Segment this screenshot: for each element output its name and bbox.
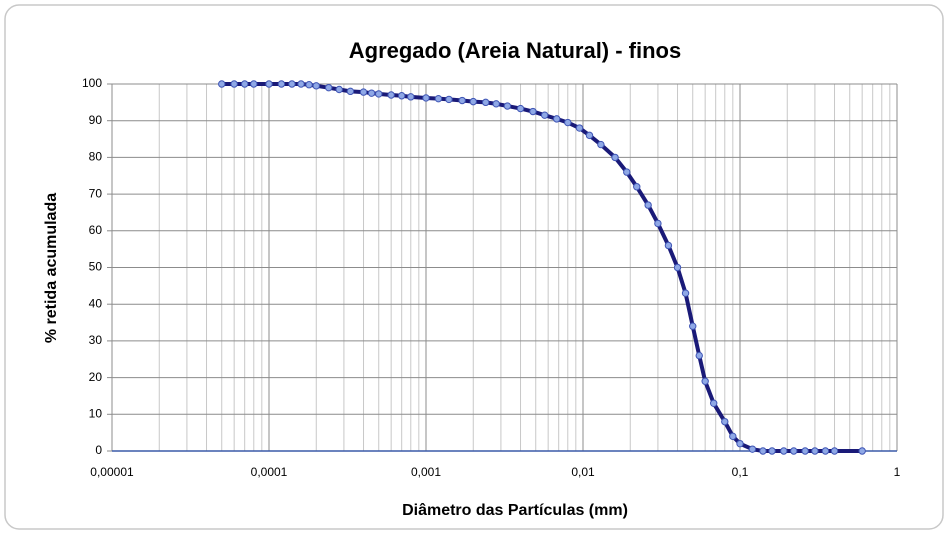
data-point: [481, 98, 490, 107]
data-point: [397, 92, 406, 100]
data-point: [445, 95, 453, 104]
data-point: [469, 97, 477, 106]
data-point: [387, 91, 395, 99]
data-point: [790, 447, 798, 455]
x-tick-label: 0,1: [732, 465, 749, 479]
x-tick-label: 0,0001: [251, 465, 288, 479]
data-point: [710, 399, 718, 407]
x-tick-label: 0,001: [411, 465, 441, 479]
data-point: [492, 100, 500, 108]
data-point: [434, 94, 443, 103]
data-point: [335, 85, 343, 94]
data-point: [367, 89, 376, 97]
x-tick-label: 0,01: [571, 465, 595, 479]
data-point: [689, 322, 697, 330]
data-point: [288, 80, 296, 88]
y-tick-label: 10: [89, 406, 103, 420]
data-point: [277, 80, 286, 88]
data-point: [654, 219, 662, 228]
data-point: [230, 80, 238, 88]
data-point: [265, 80, 273, 88]
data-point: [801, 447, 809, 455]
data-point: [623, 168, 631, 176]
data-point: [821, 447, 830, 455]
data-point: [305, 81, 313, 89]
y-tick-label: 0: [95, 443, 102, 457]
data-point: [721, 417, 729, 426]
data-point: [516, 104, 525, 113]
data-point: [324, 83, 333, 92]
data-point: [597, 140, 605, 149]
x-axis-label: Diâmetro das Partículas (mm): [402, 502, 628, 519]
data-point: [644, 201, 652, 209]
y-tick-label: 60: [89, 223, 103, 237]
y-tick-label: 50: [89, 260, 103, 274]
data-point: [375, 90, 383, 98]
y-tick-label: 70: [89, 186, 103, 200]
data-point: [664, 241, 673, 250]
y-tick-label: 100: [82, 76, 102, 90]
data-point: [681, 289, 690, 297]
x-tick-label: 1: [894, 465, 901, 479]
x-tick-label: 0,00001: [90, 465, 134, 479]
data-point: [673, 263, 682, 272]
y-axis-label: % retida acumulada: [43, 193, 60, 343]
data-point: [503, 102, 512, 110]
data-point: [701, 377, 709, 385]
plot: [218, 80, 866, 455]
data-point: [768, 447, 776, 455]
data-point: [218, 80, 226, 88]
data-point: [540, 111, 549, 119]
data-point: [240, 80, 249, 88]
data-point: [729, 432, 737, 441]
data-point: [553, 115, 561, 123]
data-point: [297, 80, 305, 88]
data-point: [575, 124, 584, 132]
data-point: [422, 94, 430, 102]
data-point: [359, 88, 368, 96]
y-tick-label: 20: [89, 370, 103, 384]
y-tick-label: 30: [89, 333, 103, 347]
data-point: [312, 82, 320, 90]
data-point: [633, 183, 641, 191]
data-point: [736, 439, 744, 448]
y-tick-label: 80: [89, 150, 103, 164]
data-point: [811, 447, 819, 455]
data-point: [858, 447, 866, 455]
data-point: [458, 96, 466, 105]
data-point: [250, 80, 258, 88]
chart-title: Agregado (Areia Natural) - finos: [349, 38, 681, 63]
data-point: [759, 447, 767, 455]
data-point: [407, 93, 415, 101]
data-point: [529, 107, 537, 116]
data-point: [830, 447, 839, 455]
data-point: [585, 131, 594, 140]
data-point: [695, 351, 703, 360]
data-point: [346, 87, 355, 96]
y-tick-label: 40: [89, 296, 103, 310]
data-point: [564, 118, 572, 127]
y-tick-label: 90: [89, 113, 103, 127]
grid: 0,00001 0,0001 0,001 0,01 0,1 101020304050607…: [82, 76, 901, 479]
data-point: [780, 447, 788, 455]
data-point: [611, 153, 619, 162]
data-point: [748, 445, 757, 453]
